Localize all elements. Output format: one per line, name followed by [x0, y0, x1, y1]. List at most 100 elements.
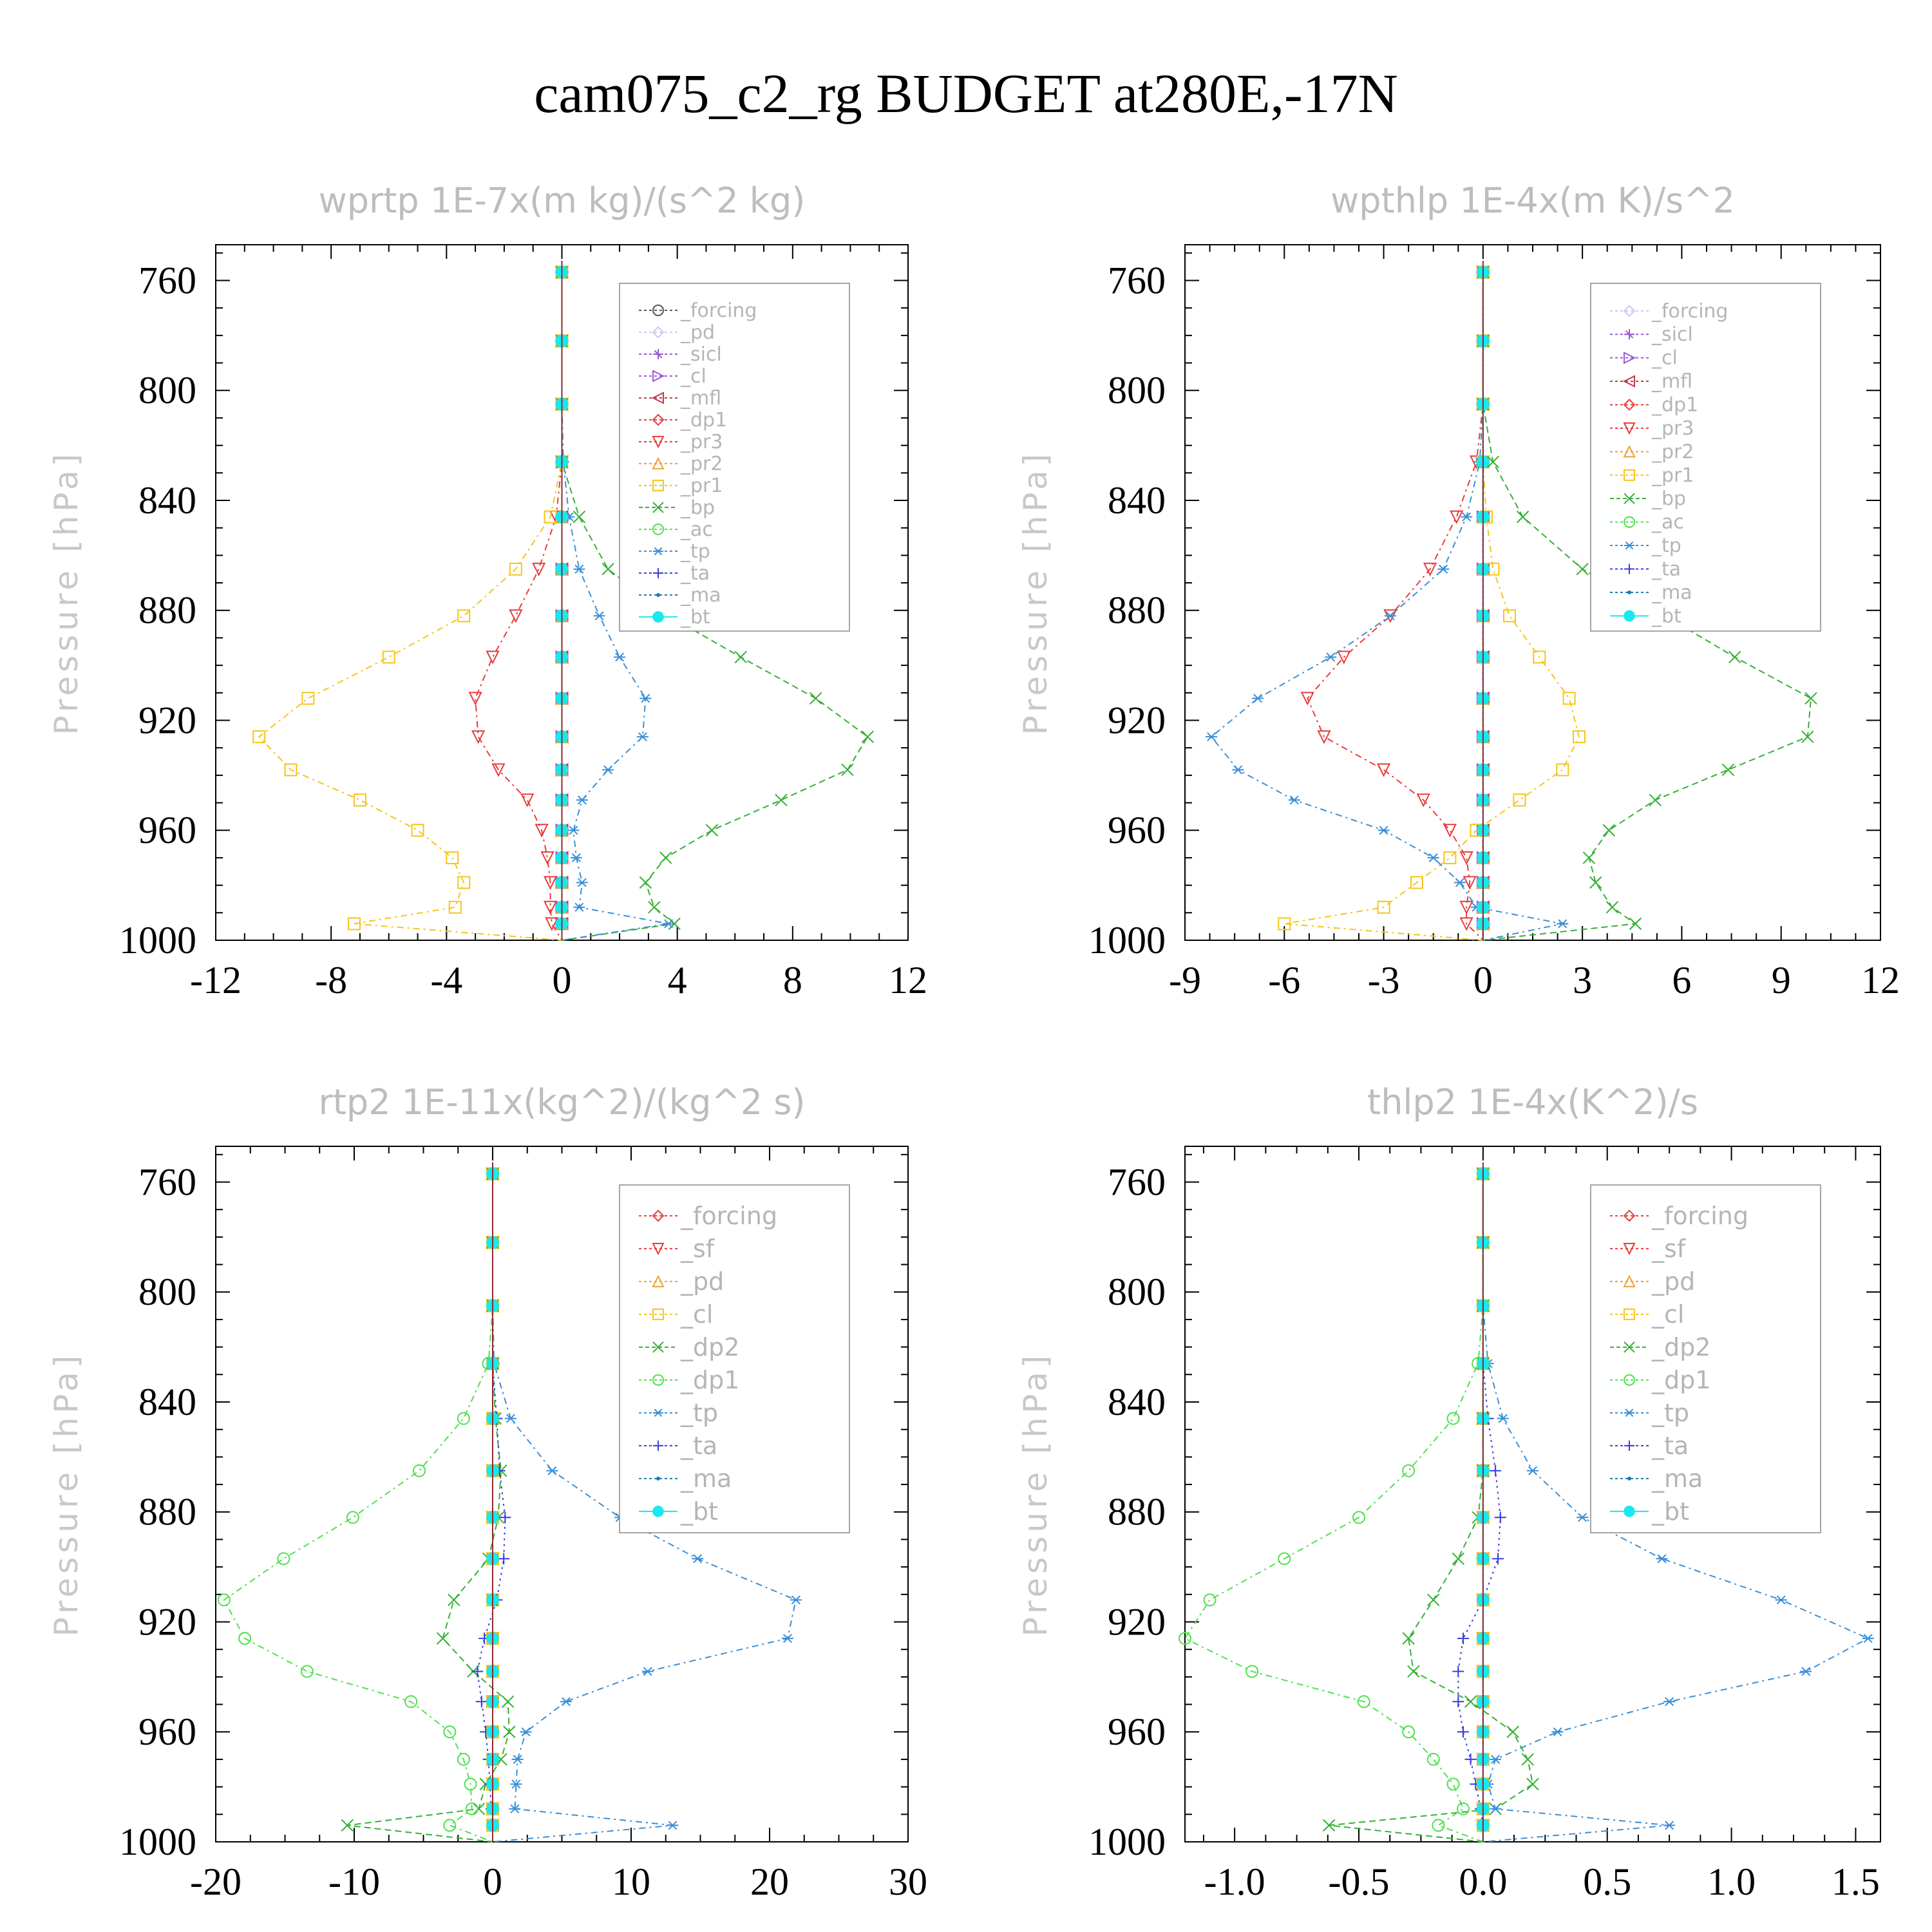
y-tick-label: 880 [138, 1491, 196, 1533]
y-tick-label: 760 [1108, 1160, 1166, 1203]
y-tick-label: 800 [138, 369, 196, 412]
legend: _forcing _sf _pd _cl _dp2 _dp1 _tp _ta _ma _bt [619, 1184, 850, 1533]
y-tick-label: 840 [1108, 479, 1166, 522]
data-point [1605, 901, 1619, 914]
data-point [491, 763, 506, 777]
data-point [509, 562, 522, 576]
data-point [1457, 1726, 1469, 1738]
x-tick-label: 12 [1861, 959, 1900, 1001]
y-tick-label: 880 [1108, 589, 1166, 632]
legend-label: _forcing [1651, 300, 1728, 323]
data-point [1245, 1665, 1259, 1678]
data-point [1801, 730, 1814, 743]
data-point [1556, 763, 1569, 777]
data-point [1352, 1511, 1365, 1524]
data-point [486, 650, 500, 665]
data-point [1656, 1554, 1668, 1564]
data-point [468, 692, 482, 706]
data-point [1494, 1511, 1506, 1524]
legend-marker [1624, 469, 1635, 481]
data-point [1252, 694, 1264, 703]
data-point [1454, 878, 1466, 887]
legend-label: _pd [680, 321, 715, 344]
legend-label: _dp2 [680, 1333, 739, 1361]
data-point [1446, 1412, 1460, 1425]
data-point [1464, 1695, 1477, 1708]
data-point [520, 793, 535, 808]
series-line [1482, 1173, 1870, 1842]
series-line [477, 1173, 506, 1842]
data-point [1384, 611, 1396, 621]
data-point [546, 1466, 558, 1475]
data-point [1402, 1464, 1416, 1477]
data-point [809, 692, 822, 705]
x-tick-label: 9 [1772, 959, 1791, 1001]
legend-marker [1627, 590, 1631, 594]
data-point [1443, 824, 1457, 838]
data-point [1602, 824, 1615, 837]
data-point [443, 1725, 457, 1739]
data-point [457, 609, 471, 623]
data-point [639, 876, 652, 889]
data-point [382, 650, 395, 664]
data-point [1377, 900, 1390, 914]
data-point [341, 1819, 354, 1832]
data-point [277, 1552, 290, 1566]
legend-marker [656, 592, 660, 597]
data-point [1423, 562, 1437, 576]
legend-marker [1622, 375, 1635, 388]
data-point [510, 1779, 522, 1789]
legend-marker [1624, 1506, 1635, 1517]
data-point [413, 1464, 426, 1477]
legend-marker [1624, 1374, 1635, 1386]
legend-marker [656, 1476, 660, 1481]
y-tick-label: 840 [138, 479, 196, 522]
y-axis-label: Pressure [hPa] [48, 450, 85, 735]
x-tick-label: 0 [1473, 959, 1493, 1001]
data-point [1427, 1593, 1440, 1607]
series-line [1184, 1173, 1484, 1842]
legend-label: _pr1 [1651, 464, 1694, 487]
data-point [535, 824, 549, 838]
x-tick-label: -8 [315, 959, 347, 1001]
data-point [1649, 793, 1662, 806]
data-point [457, 1412, 470, 1425]
legend-label: _pr1 [680, 475, 723, 497]
series-ta [471, 1168, 511, 1842]
y-tick-label: 760 [1108, 259, 1166, 301]
legend-label: _dp1 [1651, 393, 1698, 416]
legend-marker [1624, 541, 1634, 550]
legend: _forcing_pd_sicl_cl_mfl_dp1_pr3_pr2_pr1_… [619, 283, 850, 632]
data-point [1490, 1464, 1502, 1477]
data-point [576, 795, 588, 805]
data-point [545, 917, 559, 931]
legend-marker [1624, 1440, 1634, 1451]
panel-2: wpthlp 1E-4x(m K)/s^2 Pressure [hPa] -9 -6 -… [1017, 180, 1900, 1001]
legend-label: _ta [1651, 1432, 1689, 1460]
legend-marker [1623, 1274, 1636, 1287]
legend-marker [1624, 516, 1635, 528]
series-pr1 [252, 265, 569, 941]
x-tick-label: 12 [889, 959, 927, 1001]
data-point [471, 1665, 484, 1678]
legend-label: _ma [1651, 1464, 1703, 1493]
data-point [499, 1511, 511, 1524]
series-line [258, 272, 563, 941]
data-point [1317, 730, 1331, 744]
data-point [1452, 1552, 1464, 1566]
legend-label: _bp [1651, 488, 1686, 510]
data-point [1629, 917, 1642, 931]
data-point [1206, 732, 1218, 742]
x-tick-label: -12 [190, 959, 242, 1001]
data-point [593, 611, 605, 621]
data-point [1461, 512, 1473, 522]
y-tick-label: 1000 [119, 1821, 196, 1863]
panel-title: rtp2 1E-11x(kg^2)/(kg^2 s) [319, 1082, 806, 1122]
legend-label: _forcing [680, 299, 757, 322]
data-point [504, 1414, 516, 1423]
legend-marker [1624, 1341, 1635, 1353]
legend-label: _ta [680, 1432, 717, 1460]
data-point [790, 1595, 802, 1605]
legend-marker [652, 370, 665, 383]
data-point [498, 1553, 510, 1565]
